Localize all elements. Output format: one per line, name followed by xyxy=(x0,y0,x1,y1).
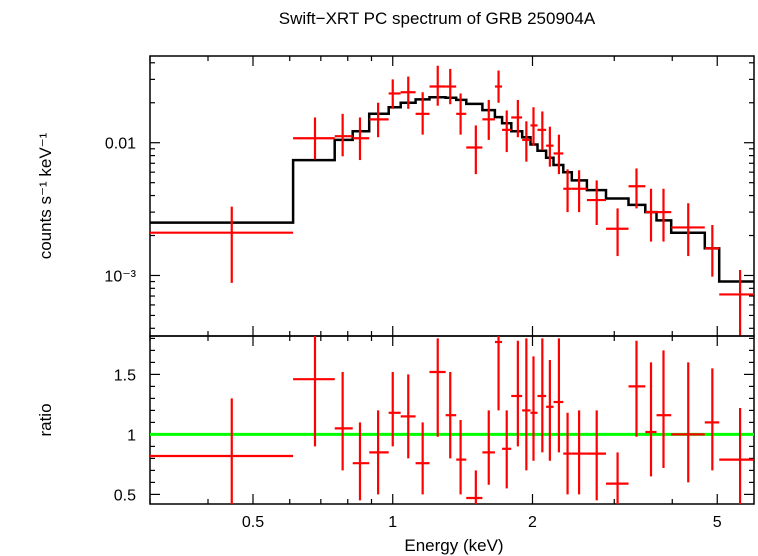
spectrum-data-point xyxy=(369,102,389,138)
ratio-data-point xyxy=(571,410,587,495)
spectrum-data-point xyxy=(719,269,754,336)
ratio-y-tick-label: 0.5 xyxy=(114,487,136,504)
spectrum-data-point xyxy=(415,92,430,135)
x-tick-label: 2 xyxy=(528,514,537,531)
ratio-data-point xyxy=(494,336,503,411)
ratio-data-point xyxy=(656,350,672,468)
ratio-data-point xyxy=(369,410,389,495)
spectrum-data-point xyxy=(553,134,564,175)
ratio-y-axis-label: ratio xyxy=(36,403,55,436)
spectrum-data-point xyxy=(494,70,503,103)
ratio-data-point xyxy=(415,422,430,495)
ratio-data-point xyxy=(645,362,657,477)
ratio-data-point xyxy=(530,356,538,461)
spectrum-data-point xyxy=(482,99,495,140)
ratio-data-point xyxy=(482,410,495,485)
x-axis-label: Energy (keV) xyxy=(404,536,503,555)
ratio-y-tick-label: 1.5 xyxy=(114,367,136,384)
spectrum-data-point xyxy=(352,117,370,161)
spectrum-data-point xyxy=(429,65,446,106)
ratio-data-point xyxy=(456,420,467,495)
ratio-data-point xyxy=(628,340,646,437)
ratio-data-point xyxy=(150,398,294,504)
spectrum-data-point xyxy=(546,126,554,167)
spectrum-data-point xyxy=(571,170,587,213)
spectrum-data-point xyxy=(656,188,672,242)
ratio-data-point xyxy=(334,372,353,471)
ratio-data-point xyxy=(400,374,416,459)
spectrum-data-point xyxy=(502,110,512,153)
ratio-data-point xyxy=(606,452,629,504)
ratio-panel: 0.5 1 1.5 xyxy=(114,335,755,505)
x-tick-label: 0.5 xyxy=(242,514,264,531)
spectrum-data-point xyxy=(606,208,629,257)
ratio-data-point xyxy=(546,360,554,461)
spectrum-data-point xyxy=(466,125,483,175)
ratio-data-point xyxy=(586,410,607,501)
spectrum-y-tick-label: 0.01 xyxy=(105,136,136,153)
ratio-data-point xyxy=(537,338,547,453)
spectrum-data-point xyxy=(563,169,572,213)
x-tick-label: 5 xyxy=(713,514,722,531)
ratio-data-point xyxy=(388,372,401,447)
spectrum-data-point xyxy=(586,180,607,225)
ratio-data-point xyxy=(563,412,572,495)
ratio-data-point xyxy=(502,410,512,489)
ratio-data-point xyxy=(352,422,370,501)
ratio-frame xyxy=(149,335,755,505)
ratio-data-point xyxy=(522,338,531,471)
spectrum-panel: 0.01 10⁻³ xyxy=(104,55,755,337)
spectrum-y-tick-label: 10⁻³ xyxy=(104,268,136,285)
spectrum-data-point xyxy=(334,113,353,157)
spectrum-data-point xyxy=(530,107,538,146)
ratio-data-point xyxy=(466,470,483,504)
spectrum-data-point xyxy=(400,76,416,109)
chart-title: Swift−XRT PC spectrum of GRB 250904A xyxy=(279,9,596,28)
spectrum-y-axis-label: counts s⁻¹ keV⁻¹ xyxy=(36,132,55,259)
spectrum-data-point xyxy=(445,68,457,105)
model-step-line xyxy=(150,96,754,283)
ratio-data-point xyxy=(511,340,523,447)
spectrum-data-point xyxy=(628,168,646,209)
spectrum-data-point xyxy=(704,224,720,277)
ratio-data-point xyxy=(671,362,705,483)
spectrum-data-point xyxy=(645,188,657,242)
spectrum-data-point xyxy=(537,111,547,151)
spectrum-data-point xyxy=(293,117,335,160)
spectrum-data-point xyxy=(671,203,705,257)
ratio-data-point xyxy=(704,368,720,471)
ratio-y-tick-label: 1 xyxy=(127,427,136,444)
ratio-data-point xyxy=(719,408,754,504)
spectrum-data-point xyxy=(511,99,523,138)
x-tick-label: 1 xyxy=(388,514,397,531)
spectrum-data-point xyxy=(456,93,467,135)
spectrum-data-point xyxy=(150,206,294,283)
ratio-data-point xyxy=(293,336,335,447)
ratio-data-point xyxy=(445,372,457,459)
spectrum-data-point xyxy=(522,121,531,162)
spectrum-data-point xyxy=(388,79,401,109)
ratio-data-point xyxy=(429,338,446,437)
ratio-data-point xyxy=(553,338,564,453)
